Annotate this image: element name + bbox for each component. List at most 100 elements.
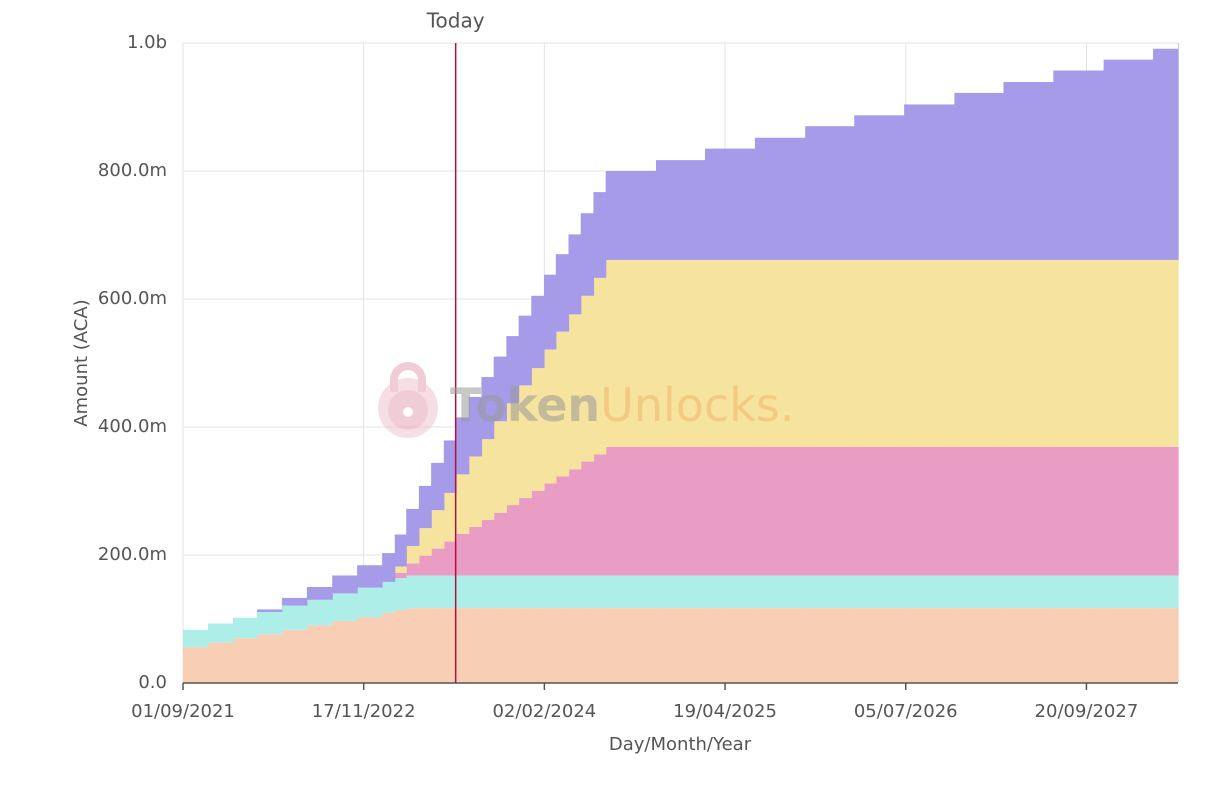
area-segment xyxy=(306,587,333,600)
area-segment xyxy=(394,610,407,683)
area-segment xyxy=(1053,575,1105,609)
area-segment xyxy=(183,629,209,648)
area-segment xyxy=(580,608,595,683)
area-segment xyxy=(705,608,756,683)
area-segment xyxy=(394,578,407,611)
area-segment xyxy=(568,608,582,683)
area-segment xyxy=(805,575,855,609)
area-segment xyxy=(256,634,283,683)
area-segment xyxy=(854,575,905,609)
area-segment xyxy=(954,259,1005,447)
area-segment xyxy=(555,476,570,576)
area-segment xyxy=(232,617,258,639)
area-segment xyxy=(357,565,383,588)
area-segment xyxy=(1153,575,1179,609)
y-tick-label: 400.0m xyxy=(98,416,167,437)
area-segment xyxy=(1003,446,1054,576)
area-segment xyxy=(493,421,507,513)
area-segment xyxy=(705,575,756,609)
area-segment xyxy=(332,575,358,594)
area-segment xyxy=(207,642,234,683)
area-segment xyxy=(555,331,570,477)
area-segment xyxy=(593,454,607,576)
area-segment xyxy=(1178,43,1179,260)
area-segment xyxy=(418,575,432,609)
area-segment xyxy=(580,295,595,462)
x-tick-label: 05/07/2026 xyxy=(854,701,958,722)
area-segment xyxy=(468,526,483,576)
area-segment xyxy=(904,104,955,260)
area-segment xyxy=(543,483,557,576)
area-segment xyxy=(805,608,855,683)
area-segment xyxy=(443,575,457,609)
area-segment xyxy=(854,115,905,260)
area-segment xyxy=(506,336,520,404)
area-segment xyxy=(1053,608,1105,683)
area-segment xyxy=(281,597,308,606)
area-segment xyxy=(655,160,706,260)
area-segment xyxy=(443,541,457,576)
area-segment xyxy=(418,555,432,576)
area-segment xyxy=(1103,608,1154,683)
area-segment xyxy=(705,259,756,447)
area-segment xyxy=(431,548,445,576)
area-segment xyxy=(543,349,557,484)
area-segment xyxy=(256,609,283,612)
area-segment xyxy=(580,575,595,609)
area-segment xyxy=(518,575,532,609)
x-tick-label: 02/02/2024 xyxy=(492,701,596,722)
y-axis-label: Amount (ACA) xyxy=(71,299,92,426)
area-segment xyxy=(518,498,532,576)
area-segment xyxy=(1053,259,1105,447)
area-segment xyxy=(394,566,407,573)
area-segment xyxy=(754,137,806,260)
area-segment xyxy=(754,446,806,576)
y-tick-label: 0.0 xyxy=(138,672,167,693)
area-segment xyxy=(1053,70,1105,260)
area-segment xyxy=(854,259,905,447)
area-segment xyxy=(1178,446,1179,576)
area-segment xyxy=(1153,446,1179,576)
area-segment xyxy=(506,575,520,609)
area-segment xyxy=(394,572,407,579)
area-segment xyxy=(306,599,333,626)
area-segment xyxy=(332,620,358,683)
area-segment xyxy=(232,638,258,683)
area-segment xyxy=(481,608,495,683)
area-segment xyxy=(568,575,582,609)
area-segment xyxy=(518,385,532,499)
area-segment xyxy=(543,608,557,683)
area-segment xyxy=(754,608,806,683)
area-segment xyxy=(518,608,532,683)
area-segment xyxy=(1103,59,1154,260)
area-segment xyxy=(655,608,706,683)
area-segment xyxy=(605,608,657,683)
area-segment xyxy=(954,608,1005,683)
area-segment xyxy=(593,608,607,683)
area-segment xyxy=(805,446,855,576)
area-segment xyxy=(456,575,470,609)
area-segment xyxy=(1003,259,1054,447)
area-segment xyxy=(1103,575,1154,609)
area-segment xyxy=(431,608,445,683)
area-segment xyxy=(493,356,507,422)
area-segment xyxy=(468,608,483,683)
area-segment xyxy=(406,546,420,564)
y-tick-label: 600.0m xyxy=(98,288,167,309)
area-segment xyxy=(357,587,383,618)
area-segment xyxy=(406,575,420,609)
area-segment xyxy=(1003,82,1054,260)
area-segment xyxy=(655,259,706,447)
area-segment xyxy=(568,314,582,470)
area-segment xyxy=(705,148,756,260)
area-segment xyxy=(306,625,333,683)
area-segment xyxy=(904,259,955,447)
area-segment xyxy=(382,553,396,582)
area-segment xyxy=(506,608,520,683)
area-segment xyxy=(481,575,495,609)
area-segment xyxy=(1153,259,1179,447)
x-tick-label: 01/09/2021 xyxy=(131,701,235,722)
today-label: Today xyxy=(426,9,485,33)
area-segment xyxy=(456,417,470,475)
